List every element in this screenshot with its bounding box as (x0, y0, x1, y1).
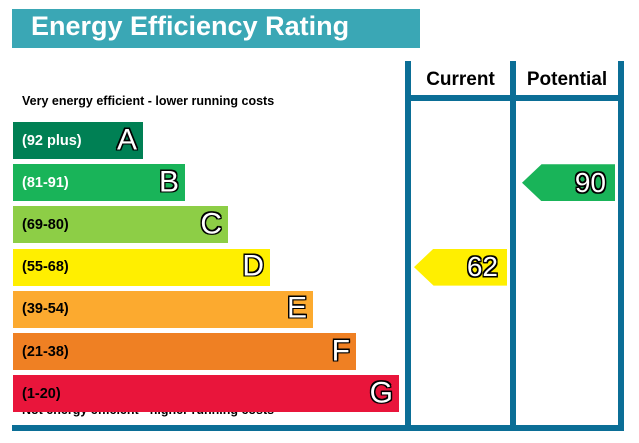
rating-band-b: (81-91) B (13, 164, 185, 202)
column-header-potential: Potential (526, 69, 608, 90)
band-range-label: (1-20) (22, 385, 61, 402)
band-letter: C (200, 207, 222, 241)
rating-band-c: (69-80) C (13, 206, 228, 244)
band-range-label: (92 plus) (22, 132, 82, 149)
caption-top: Very energy efficient - lower running co… (22, 94, 275, 108)
band-range-label: (39-54) (22, 301, 69, 318)
rating-arrow-current: 62 (414, 248, 507, 286)
bottom-rule (12, 425, 624, 431)
band-letter: A (116, 122, 137, 156)
page-title: Energy Efficiency Rating (31, 11, 350, 41)
band-letter: G (369, 376, 393, 410)
rating-band-g: (1-20) G (13, 375, 399, 413)
rating-band-e: (39-54) E (13, 290, 313, 328)
rating-band-f: (21-38) F (13, 333, 356, 370)
rating-band-d: (55-68) D (13, 248, 270, 286)
band-letter: F (331, 333, 350, 367)
title-banner (12, 9, 420, 48)
vertical-rule-middle (510, 61, 516, 426)
vertical-rule-right (618, 61, 624, 426)
band-range-label: (69-80) (22, 216, 69, 233)
column-header-current: Current (426, 69, 495, 90)
band-range-label: (81-91) (22, 174, 69, 191)
rating-value-potential: 90 (574, 166, 606, 198)
band-letter: E (286, 291, 307, 325)
rating-arrow-potential: 90 (522, 164, 615, 202)
rating-band-a: (92 plus) A (13, 122, 143, 159)
rating-value-current: 62 (466, 251, 498, 283)
band-range-label: (55-68) (22, 258, 69, 275)
band-range-label: (21-38) (22, 343, 69, 360)
band-letter: B (158, 165, 179, 199)
vertical-rule-left (405, 61, 411, 426)
band-letter: D (242, 249, 264, 283)
